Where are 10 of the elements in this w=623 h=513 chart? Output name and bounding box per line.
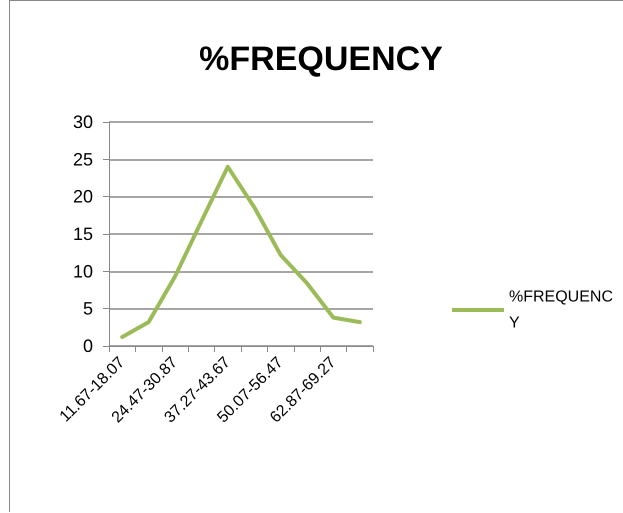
y-tick-label: 0 xyxy=(82,336,93,356)
y-tick-label: 30 xyxy=(72,112,93,132)
chart-title: %FREQUENCY xyxy=(199,40,444,78)
line-series xyxy=(120,164,362,340)
y-tick-label: 15 xyxy=(72,224,93,244)
y-tick-label: 20 xyxy=(72,186,93,207)
y-tick-label: 5 xyxy=(82,298,93,319)
y-tick-label: 25 xyxy=(72,149,93,170)
legend-label: %FREQUENCY xyxy=(509,288,614,332)
y-tick-label: 10 xyxy=(72,261,93,282)
